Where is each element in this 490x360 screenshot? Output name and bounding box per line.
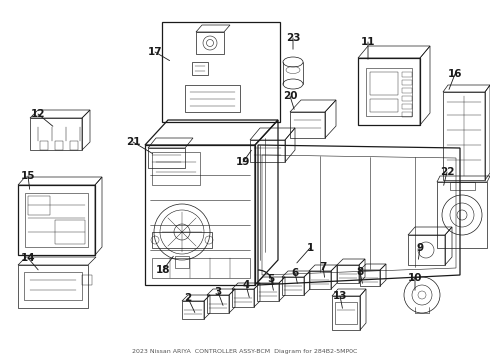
Bar xyxy=(450,182,475,190)
Text: 15: 15 xyxy=(21,171,35,181)
Text: 8: 8 xyxy=(356,267,364,277)
Text: 9: 9 xyxy=(416,243,423,253)
Text: 17: 17 xyxy=(147,47,162,57)
Text: 2: 2 xyxy=(184,293,192,303)
Text: 11: 11 xyxy=(361,37,375,47)
Text: 23: 23 xyxy=(286,33,300,43)
Text: 7: 7 xyxy=(319,262,327,272)
Text: 1: 1 xyxy=(306,243,314,253)
Text: 10: 10 xyxy=(408,273,422,283)
Text: 3: 3 xyxy=(215,287,221,297)
Bar xyxy=(162,22,280,122)
Text: 2023 Nissan ARIYA  CONTROLLER ASSY-BCM  Diagram for 284B2-5MP0C: 2023 Nissan ARIYA CONTROLLER ASSY-BCM Di… xyxy=(132,350,358,355)
Text: 22: 22 xyxy=(440,167,454,177)
Text: 19: 19 xyxy=(236,157,250,167)
Text: 6: 6 xyxy=(292,268,298,278)
Text: 18: 18 xyxy=(156,265,170,275)
Text: 4: 4 xyxy=(243,280,250,290)
Text: 5: 5 xyxy=(268,274,274,284)
Text: 16: 16 xyxy=(448,69,462,79)
Text: 13: 13 xyxy=(333,291,347,301)
Text: 12: 12 xyxy=(31,109,45,119)
Text: 14: 14 xyxy=(21,253,35,263)
Text: 20: 20 xyxy=(283,91,297,101)
Text: 21: 21 xyxy=(126,137,140,147)
